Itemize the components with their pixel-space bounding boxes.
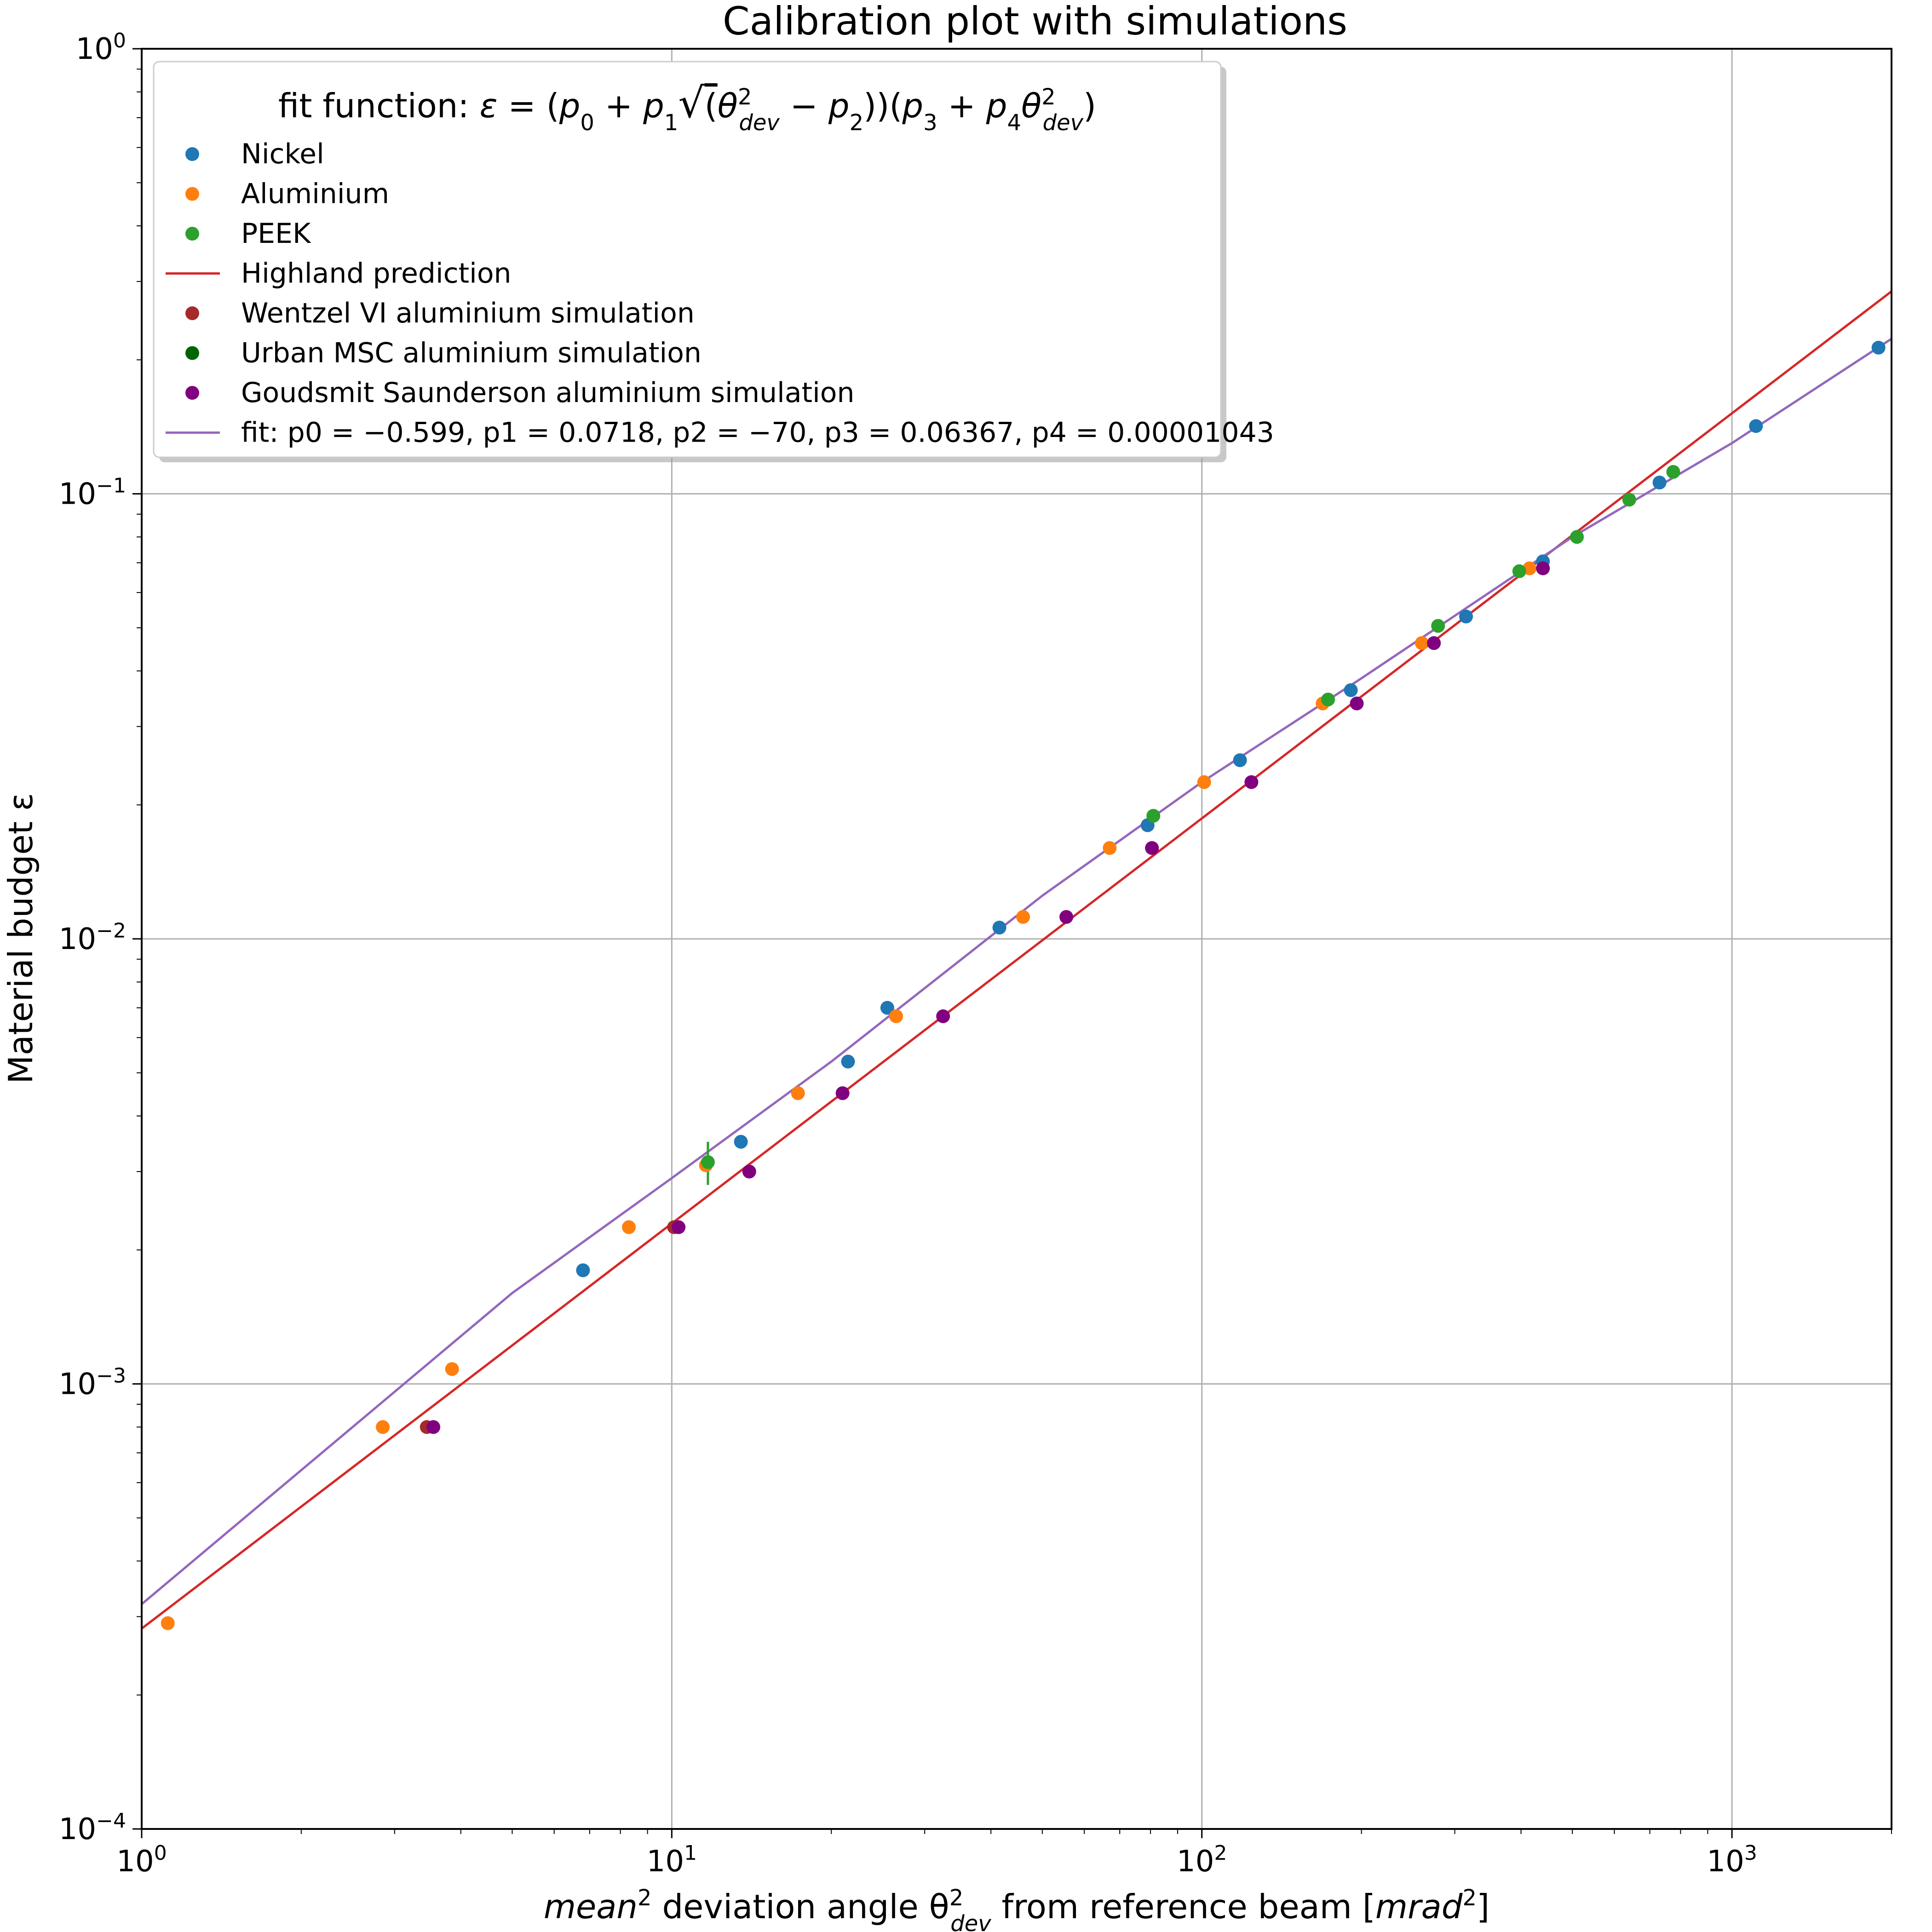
x-tick-label: 100 — [116, 1841, 167, 1879]
y-tick-label: 100 — [76, 29, 126, 67]
legend-marker — [185, 306, 199, 320]
legend-label: Nickel — [241, 138, 324, 170]
data-point — [1016, 910, 1030, 924]
data-point — [1749, 419, 1763, 433]
data-point — [426, 1420, 441, 1434]
data-point — [936, 1009, 950, 1024]
data-point — [1512, 564, 1526, 578]
data-point — [1321, 692, 1335, 707]
legend-box — [153, 61, 1222, 458]
data-point — [1197, 775, 1211, 789]
data-point — [742, 1164, 756, 1179]
data-point — [889, 1009, 903, 1024]
legend-marker — [185, 187, 199, 201]
data-point — [672, 1220, 686, 1234]
series-points — [161, 340, 1886, 1630]
legend-label: Highland prediction — [241, 258, 512, 290]
series-line — [141, 290, 1892, 1630]
legend-marker — [185, 147, 199, 161]
series-line — [141, 338, 1892, 1605]
data-point — [1059, 910, 1074, 924]
data-point — [1427, 636, 1441, 650]
data-point — [376, 1420, 390, 1434]
data-point — [992, 920, 1006, 935]
data-point — [701, 1155, 715, 1169]
data-point — [791, 1086, 805, 1100]
legend-label: PEEK — [241, 218, 311, 250]
data-point — [1622, 493, 1636, 507]
data-point — [1570, 530, 1584, 544]
data-point — [1244, 775, 1259, 789]
data-point — [161, 1616, 175, 1630]
legend-label: Wentzel VI aluminium simulation — [241, 297, 695, 329]
legend-entries: Nickel Aluminium PEEK Highland prediction We… — [166, 138, 1274, 449]
data-point — [1350, 696, 1364, 711]
legend-label: Urban MSC aluminium simulation — [241, 337, 702, 369]
legend-marker — [185, 227, 199, 241]
legend-label: Goudsmit Saunderson aluminium simulation — [241, 377, 855, 409]
series-lines — [141, 290, 1892, 1630]
data-point — [1145, 841, 1159, 855]
data-point — [880, 1000, 894, 1015]
y-tick-label: 10−2 — [59, 919, 126, 957]
x-axis-label: mean2 deviation angle θ2 dev from referen… — [544, 1885, 1489, 1932]
axis-ticks: 100 101 102 103 10−4 10−3 10−2 10−1 100 — [59, 29, 1892, 1879]
legend-title: fit function: ε = (p0 + p1√(θ2 dev − p2))… — [278, 79, 1096, 136]
legend-label: Aluminium — [241, 178, 389, 210]
data-point — [841, 1054, 855, 1069]
data-point — [1459, 610, 1473, 624]
legend: fit function: ε = (p0 + p1√(θ2 dev − p2))… — [153, 61, 1274, 462]
data-point — [835, 1086, 850, 1100]
data-point — [1871, 340, 1886, 355]
y-tick-label: 10−4 — [59, 1809, 126, 1847]
x-tick-label: 102 — [1177, 1841, 1227, 1879]
data-point — [445, 1362, 459, 1376]
legend-label: fit: p0 = −0.599, p1 = 0.0718, p2 = −70,… — [241, 417, 1274, 449]
data-point — [1431, 619, 1445, 633]
data-point — [622, 1220, 636, 1234]
data-point — [1344, 683, 1358, 697]
data-point — [1233, 753, 1247, 767]
x-tick-label: 101 — [647, 1841, 697, 1879]
chart-title: Calibration plot with simulations — [723, 0, 1347, 44]
data-point — [576, 1263, 590, 1277]
data-point — [1652, 476, 1667, 489]
data-point — [1666, 465, 1680, 479]
data-point — [1536, 561, 1550, 575]
data-point — [1414, 636, 1429, 650]
data-point — [734, 1135, 748, 1149]
y-tick-label: 10−3 — [59, 1364, 126, 1402]
y-axis-label: Material budget ε — [1, 793, 40, 1084]
legend-marker — [185, 346, 199, 360]
legend-marker — [185, 386, 199, 400]
x-tick-label: 103 — [1707, 1841, 1757, 1879]
data-point — [1146, 809, 1161, 823]
data-point — [1103, 841, 1117, 855]
y-tick-label: 10−1 — [59, 474, 126, 512]
